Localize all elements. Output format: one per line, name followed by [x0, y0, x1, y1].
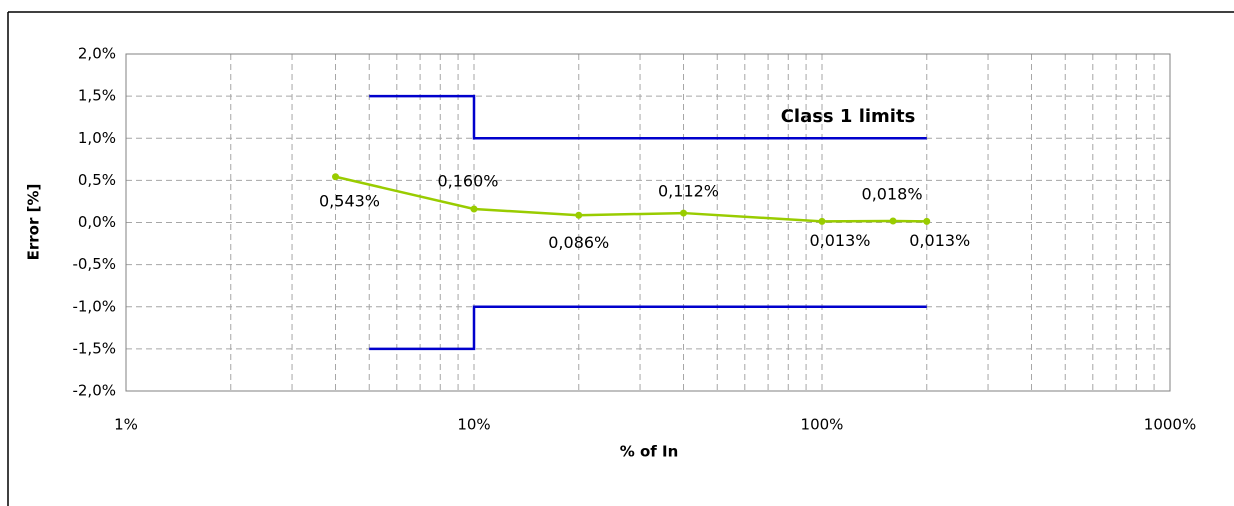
data-label: 0,013%: [909, 231, 970, 250]
data-point: [575, 211, 583, 219]
y-tick-label: 0,5%: [78, 171, 116, 189]
series-line: [369, 94, 927, 140]
data-point: [470, 205, 478, 213]
data-label: 0,160%: [437, 172, 498, 191]
series-line: [369, 305, 927, 351]
y-tick-label: -0,5%: [72, 255, 116, 273]
y-tick-label: -1,0%: [72, 297, 116, 315]
y-tick-label: -2,0%: [72, 382, 116, 400]
data-point: [332, 173, 340, 181]
series-line: [335, 175, 927, 223]
data-label: 0,018%: [862, 184, 923, 203]
y-tick-label: 2,0%: [78, 45, 116, 63]
plot-border: [125, 53, 1171, 392]
data-point: [923, 217, 931, 225]
y-tick-label: 1,0%: [78, 129, 116, 147]
annotation: Class 1 limits: [781, 106, 916, 127]
data-label: 0,543%: [319, 191, 380, 210]
data-point: [818, 217, 826, 225]
data-label: 0,112%: [658, 182, 719, 201]
y-axis-label: Error [%]: [25, 184, 43, 261]
x-axis-label: % of In: [620, 443, 679, 461]
y-tick-label: 1,5%: [78, 87, 116, 105]
data-point: [889, 217, 897, 225]
x-tick-label: 1000%: [1144, 416, 1196, 434]
data-point: [680, 209, 688, 217]
data-label: 0,086%: [548, 233, 609, 252]
x-tick-label: 100%: [801, 416, 844, 434]
y-tick-label: 0,0%: [78, 213, 116, 231]
x-tick-label: 1%: [114, 416, 138, 434]
data-label: 0,013%: [809, 231, 870, 250]
y-tick-label: -1,5%: [72, 339, 116, 357]
x-tick-label: 10%: [457, 416, 490, 434]
